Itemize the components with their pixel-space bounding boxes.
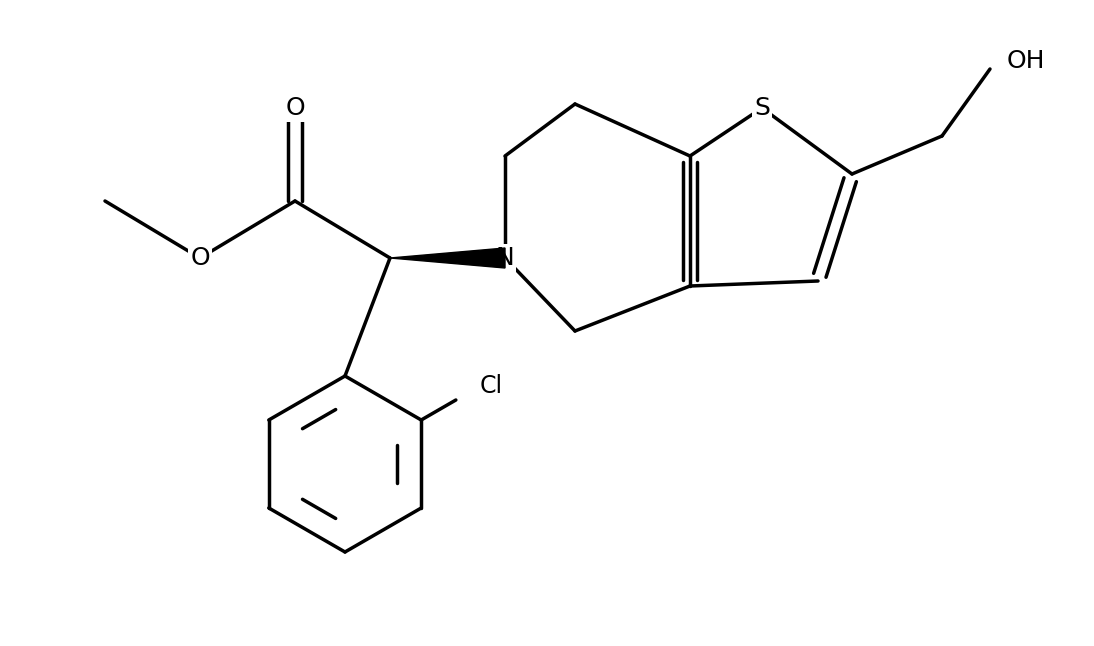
Text: O: O: [286, 96, 305, 120]
Text: Cl: Cl: [480, 374, 503, 398]
Text: OH: OH: [1006, 49, 1046, 73]
Text: N: N: [496, 246, 514, 270]
Polygon shape: [389, 248, 505, 268]
Text: S: S: [754, 96, 770, 120]
Text: O: O: [190, 246, 210, 270]
